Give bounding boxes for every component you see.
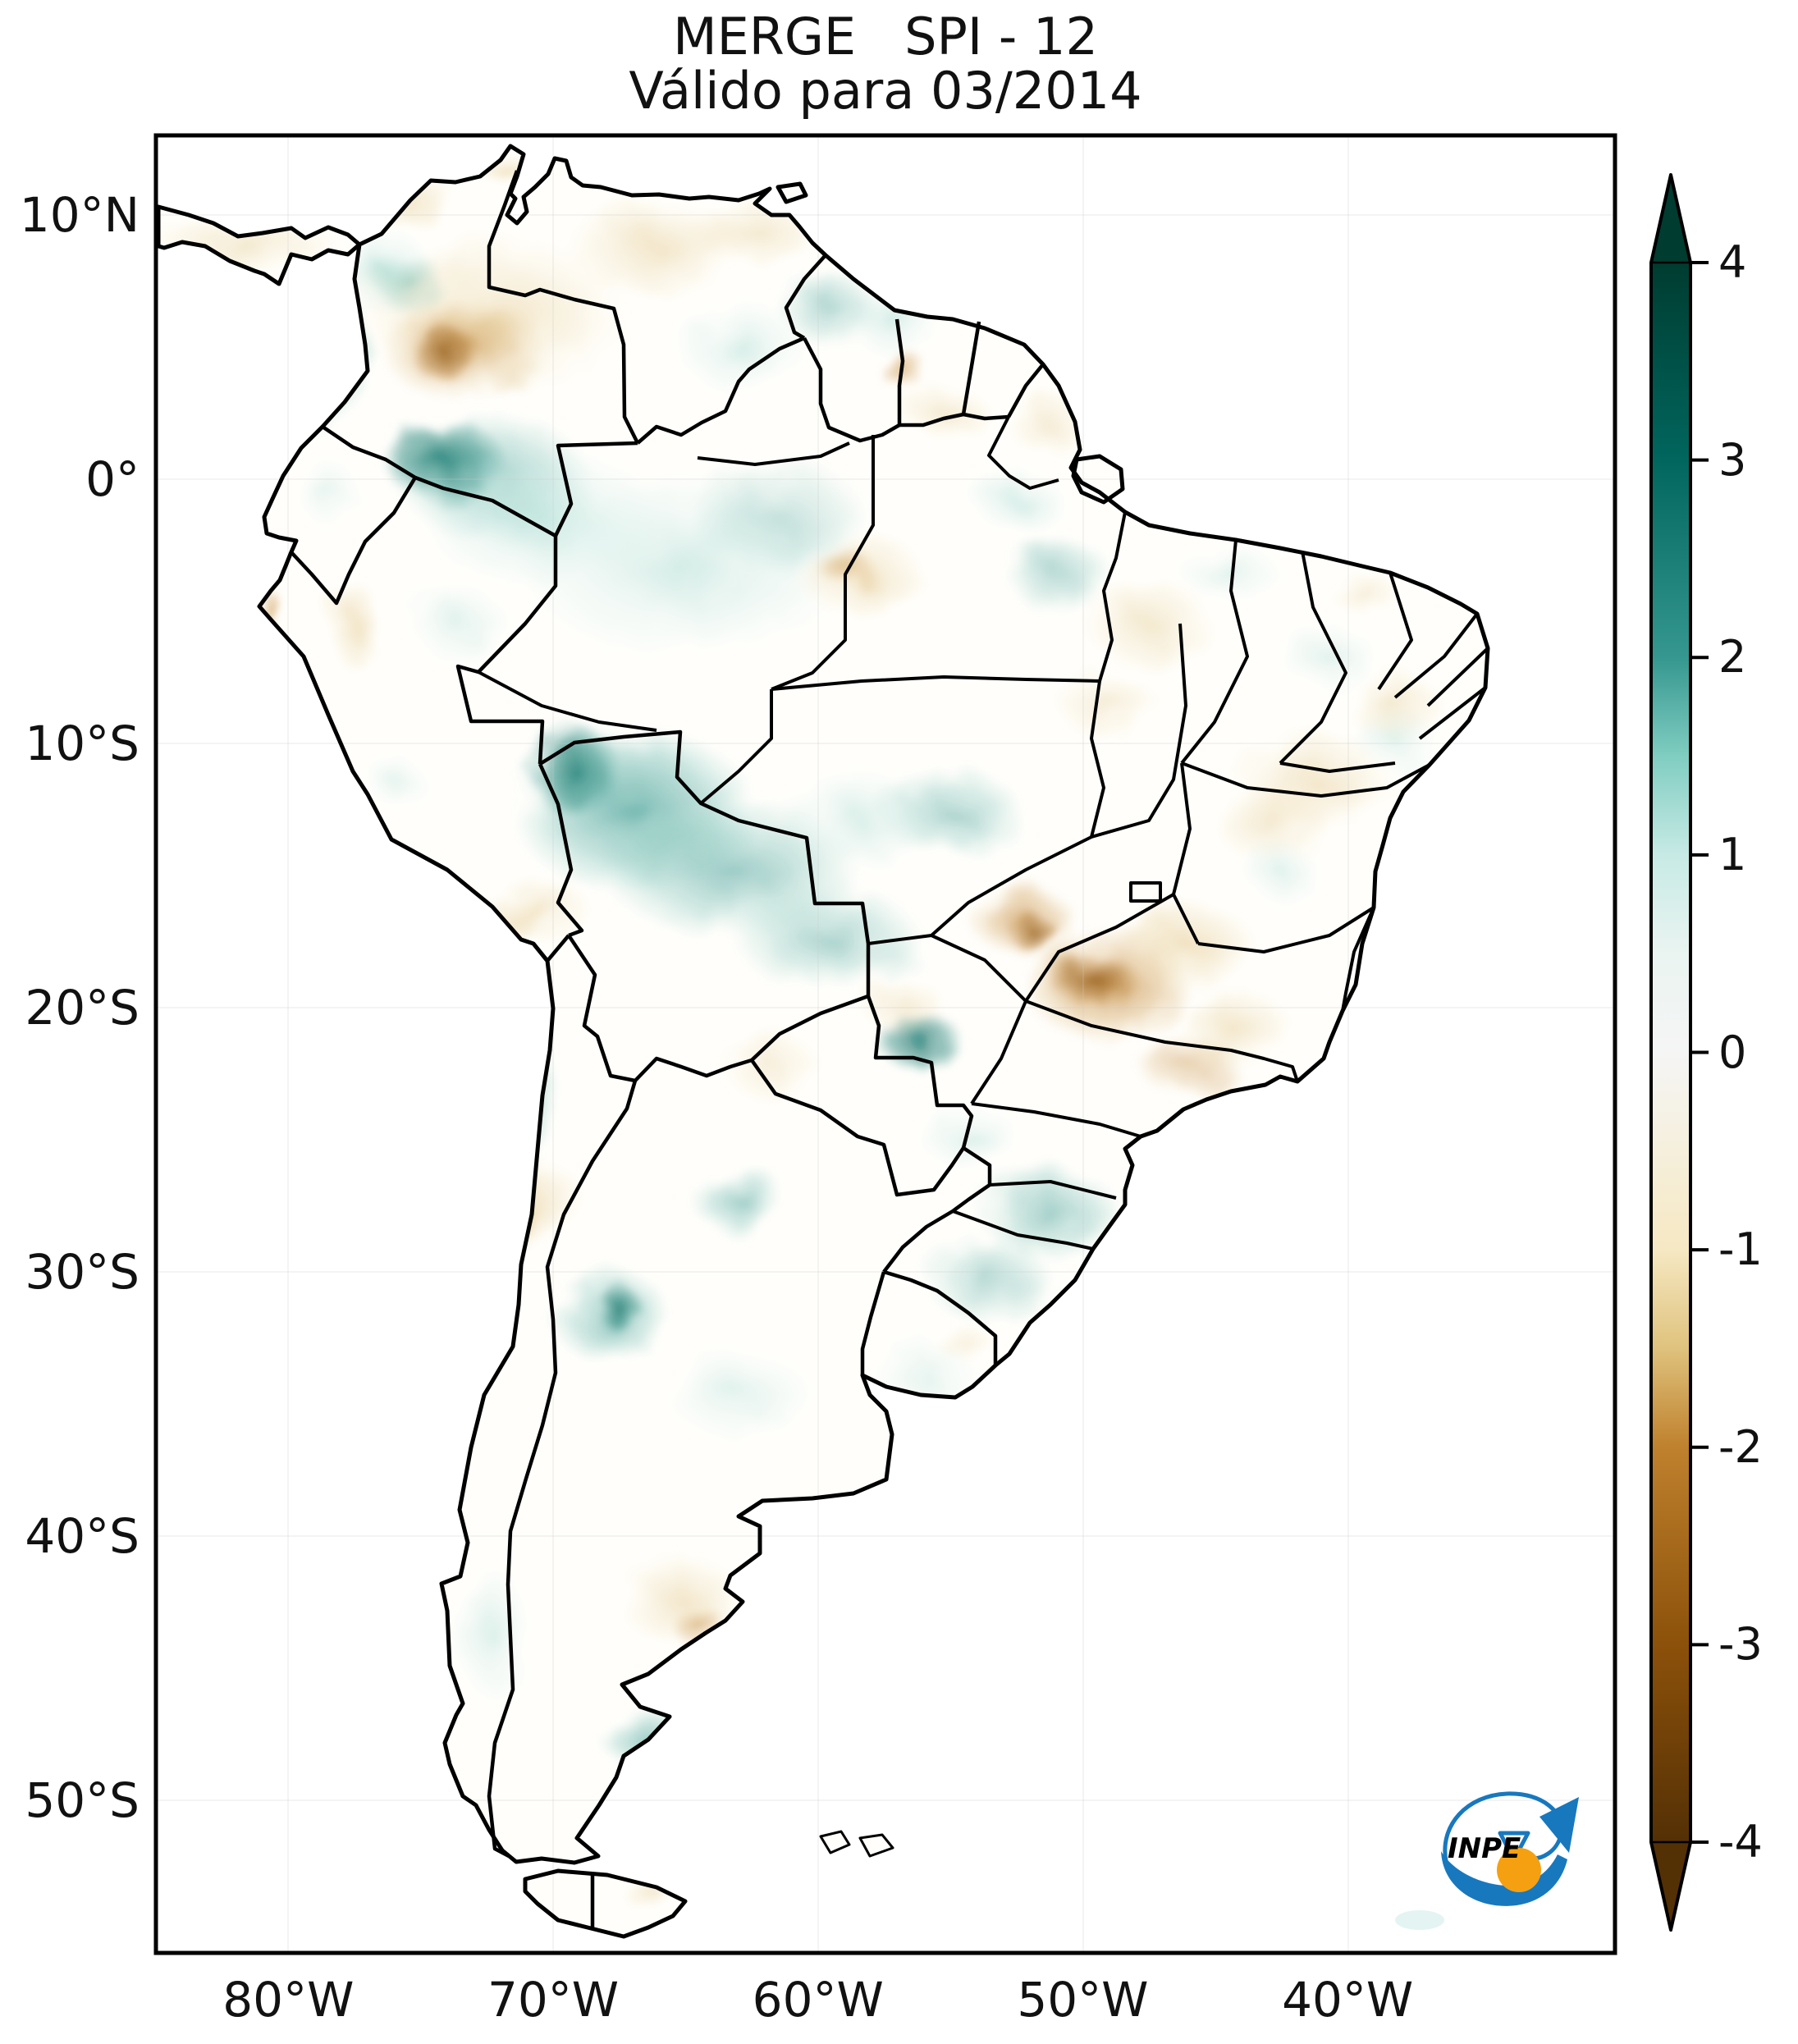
- lon-tick-label: 50°W: [1017, 1972, 1149, 2028]
- country-borders: [289, 170, 1045, 1928]
- plot-subtitle: Válido para 03/2014: [629, 61, 1142, 121]
- colorbar-arrow-bottom: [1651, 1842, 1690, 1930]
- colorbar: [1649, 173, 1709, 1932]
- colorbar-tick-label: 1: [1718, 828, 1747, 880]
- lat-tick-label: 10°S: [25, 715, 140, 771]
- colorbar-tick-label: -1: [1718, 1223, 1763, 1276]
- inpe-swoosh: [1441, 1851, 1567, 1906]
- colorbar-tick-label: 4: [1718, 236, 1747, 288]
- lat-tick-label: 20°S: [25, 979, 140, 1036]
- lat-tick-label: 0°: [85, 450, 140, 507]
- lon-tick-label: 40°W: [1282, 1972, 1414, 2028]
- colorbar-tick-label: 0: [1718, 1026, 1747, 1078]
- colorbar-ticks: [1690, 261, 1709, 1844]
- lon-tick-label: 80°W: [222, 1972, 355, 2028]
- colorbar-tick-label: 2: [1718, 631, 1747, 684]
- inpe-logo-text: INPE: [1448, 1832, 1521, 1865]
- lat-tick-label: 50°S: [25, 1772, 140, 1828]
- lon-tick-label: 70°W: [487, 1972, 620, 2028]
- colorbar-tick-label: -2: [1718, 1420, 1763, 1473]
- lon-tick-label: 60°W: [752, 1972, 884, 2028]
- colorbar-tick-label: 3: [1718, 433, 1747, 486]
- lat-tick-label: 30°S: [25, 1243, 140, 1300]
- inpe-spiral-arrowhead: [1498, 1831, 1530, 1862]
- plot-title: MERGE SPI - 12: [673, 7, 1098, 66]
- inpe-swoosh-arrowhead: [1540, 1797, 1579, 1853]
- lat-tick-label: 10°N: [19, 186, 140, 243]
- colorbar-tick-label: -4: [1718, 1816, 1763, 1868]
- inpe-logo: INPE: [1441, 1791, 1579, 1906]
- map-frame: [153, 133, 1617, 1955]
- inpe-sun: [1497, 1848, 1541, 1892]
- state-borders: [478, 416, 1489, 1251]
- colorbar-tick-label: -3: [1718, 1618, 1763, 1671]
- colorbar-gradient-bar: [1651, 263, 1690, 1842]
- stray-raster-mark: [1395, 1910, 1444, 1930]
- lat-tick-label: 40°S: [25, 1507, 140, 1564]
- colorbar-arrow-top: [1651, 175, 1690, 263]
- gridlines: [156, 135, 1615, 1953]
